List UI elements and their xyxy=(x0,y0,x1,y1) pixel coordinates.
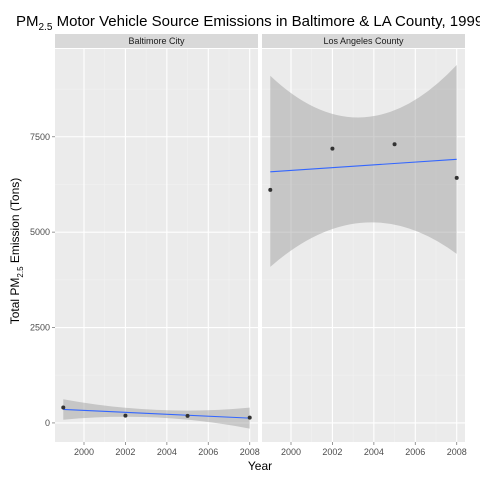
x-tick-labels: 2000 2002 2004 2006 2008 2000 2002 2004 2006 2008 xyxy=(74,442,467,457)
panel-background xyxy=(262,49,465,442)
y-tick-label: 5000 xyxy=(30,227,50,237)
y-tick-label: 0 xyxy=(45,418,50,428)
facet-strip-label: Los Angeles County xyxy=(323,36,404,46)
x-tick-label: 2008 xyxy=(240,447,260,457)
facet-strip xyxy=(262,34,465,48)
y-tick-labels: 0 2500 5000 7500 xyxy=(30,132,55,428)
x-tick-label: 2002 xyxy=(322,447,342,457)
data-point xyxy=(330,146,335,151)
fit-line xyxy=(270,158,457,173)
x-tick-label: 2000 xyxy=(281,447,301,457)
y-tick-label: 7500 xyxy=(30,132,50,142)
data-point xyxy=(247,415,252,420)
x-tick-label: 2000 xyxy=(74,447,94,457)
data-point xyxy=(185,413,190,418)
panel-1: Baltimore City xyxy=(55,34,258,442)
x-axis-label: Year xyxy=(248,459,272,473)
y-axis-label: Total PM2.5 Emission (Tons) xyxy=(8,178,25,325)
facet-strip-label: Baltimore City xyxy=(128,36,185,46)
data-point xyxy=(61,405,66,410)
x-tick-label: 2006 xyxy=(405,447,425,457)
facet-panels: Baltimore City Los Angeles County xyxy=(55,34,465,442)
facet-strip xyxy=(55,34,258,48)
panel-background xyxy=(55,49,258,442)
data-point xyxy=(268,187,273,192)
x-tick-label: 2004 xyxy=(364,447,384,457)
x-tick-label: 2008 xyxy=(447,447,467,457)
fit-line xyxy=(63,408,250,419)
data-point xyxy=(392,142,397,147)
x-tick-label: 2004 xyxy=(157,447,177,457)
data-point xyxy=(454,175,459,180)
y-tick-label: 2500 xyxy=(30,323,50,333)
x-tick-label: 2006 xyxy=(198,447,218,457)
data-point xyxy=(123,413,128,418)
chart-title: PM2.5 Motor Vehicle Source Emissions in … xyxy=(16,13,480,33)
x-tick-label: 2002 xyxy=(115,447,135,457)
panel-2: Los Angeles County xyxy=(262,34,465,442)
